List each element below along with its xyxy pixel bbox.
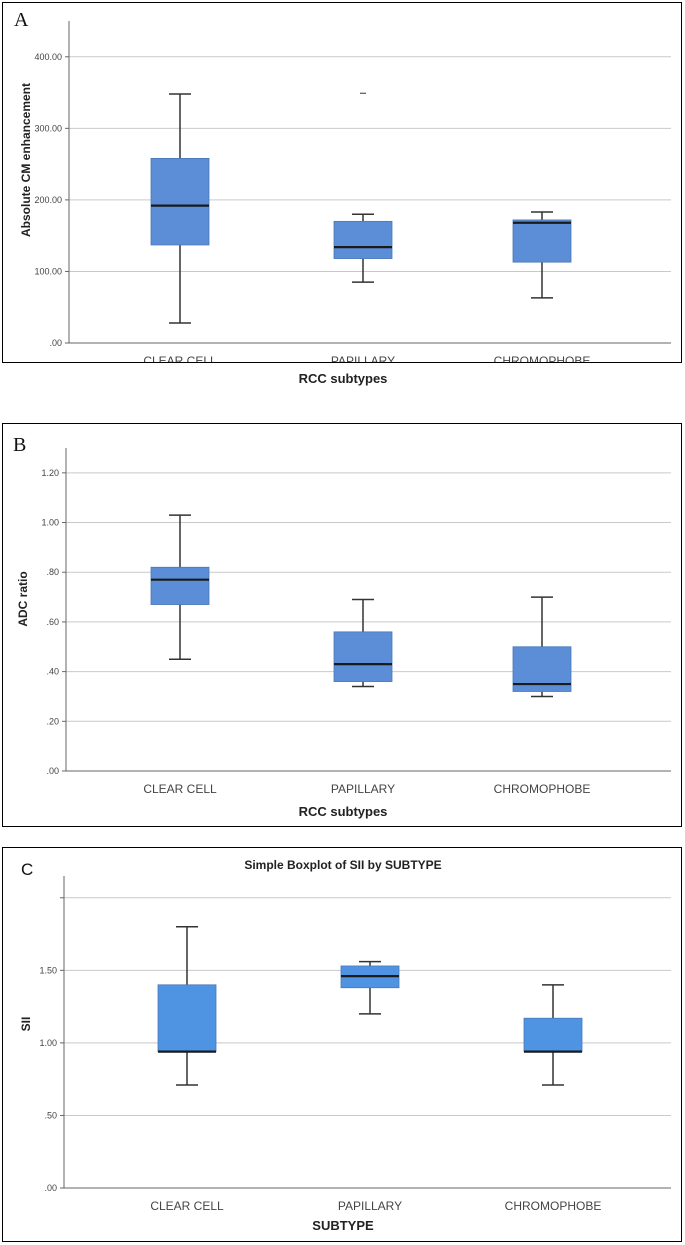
x-axis-label-b: RCC subtypes	[298, 804, 388, 819]
y-tick-label: 1.50	[39, 965, 57, 975]
y-tick-label: 200.00	[34, 195, 62, 205]
y-tick-label: 400.00	[34, 52, 62, 62]
category-label: CHROMOPHOBE	[494, 782, 591, 796]
category-label: CLEAR CELL	[143, 354, 217, 362]
category-label: CHROMOPHOBE	[505, 1199, 602, 1213]
box-iqr	[150, 157, 210, 246]
y-tick-label: .00	[46, 766, 59, 776]
chart-panel-b: B .00 .20 .40 .60 .80 1.00 1.20 CLEAR CELL PAPIL…	[2, 423, 682, 827]
y-tick-label: .60	[46, 617, 59, 627]
chart-title-c: Simple Boxplot of SII by SUBTYPE	[244, 858, 442, 872]
box-iqr	[333, 631, 393, 682]
y-tick-label: .00	[49, 338, 62, 348]
category-label: CLEAR CELL	[143, 782, 217, 796]
panel-letter-c: C	[21, 860, 34, 879]
boxplot-c: .00 .50 1.00 1.50 CLEAR CELL PAPILLARY CHROMOP…	[39, 876, 671, 1213]
y-tick-label: 1.00	[41, 518, 59, 528]
category-label: CLEAR CELL	[150, 1199, 224, 1213]
y-tick-label: .00	[44, 1183, 57, 1193]
y-axis-label-a: Absolute CM enhancement	[19, 82, 33, 238]
category-label: PAPILLARY	[331, 354, 395, 362]
y-tick-label: 1.20	[41, 468, 59, 478]
box-iqr	[157, 984, 217, 1052]
category-label: PAPILLARY	[338, 1199, 402, 1213]
chart-panel-a: A .00 100.00 200.00 300.00 400.00 CLEAR CELL P…	[2, 2, 682, 386]
y-tick-label: .80	[46, 567, 59, 577]
box-iqr	[523, 1017, 583, 1052]
y-tick-label: 300.00	[34, 123, 62, 133]
boxplot-b: .00 .20 .40 .60 .80 1.00 1.20 CLEAR CELL PAPILLA…	[41, 448, 671, 796]
y-tick-label: 1.00	[39, 1038, 57, 1048]
panel-letter-b: B	[13, 434, 27, 456]
x-axis-label-c: SUBTYPE	[312, 1218, 374, 1233]
x-axis-label-a: RCC subtypes	[298, 371, 388, 386]
category-label: PAPILLARY	[331, 782, 395, 796]
y-tick-label: 100.00	[34, 266, 62, 276]
y-tick-label: .40	[46, 667, 59, 677]
category-label: CHROMOPHOBE	[494, 354, 591, 362]
chart-panel-c: C Simple Boxplot of SII by SUBTYPE .00 .5…	[2, 847, 682, 1242]
y-axis-label-c: SII	[19, 1016, 33, 1032]
box-iqr	[512, 219, 572, 263]
y-axis-label-b: ADC ratio	[16, 571, 30, 627]
panel-letter-a: A	[14, 9, 29, 31]
y-tick-label: .20	[46, 716, 59, 726]
box-iqr	[150, 566, 210, 605]
y-tick-label: .50	[44, 1110, 57, 1120]
boxplot-a: .00 100.00 200.00 300.00 400.00 CLEAR CELL PAP…	[34, 21, 671, 362]
box-iqr	[333, 220, 393, 259]
